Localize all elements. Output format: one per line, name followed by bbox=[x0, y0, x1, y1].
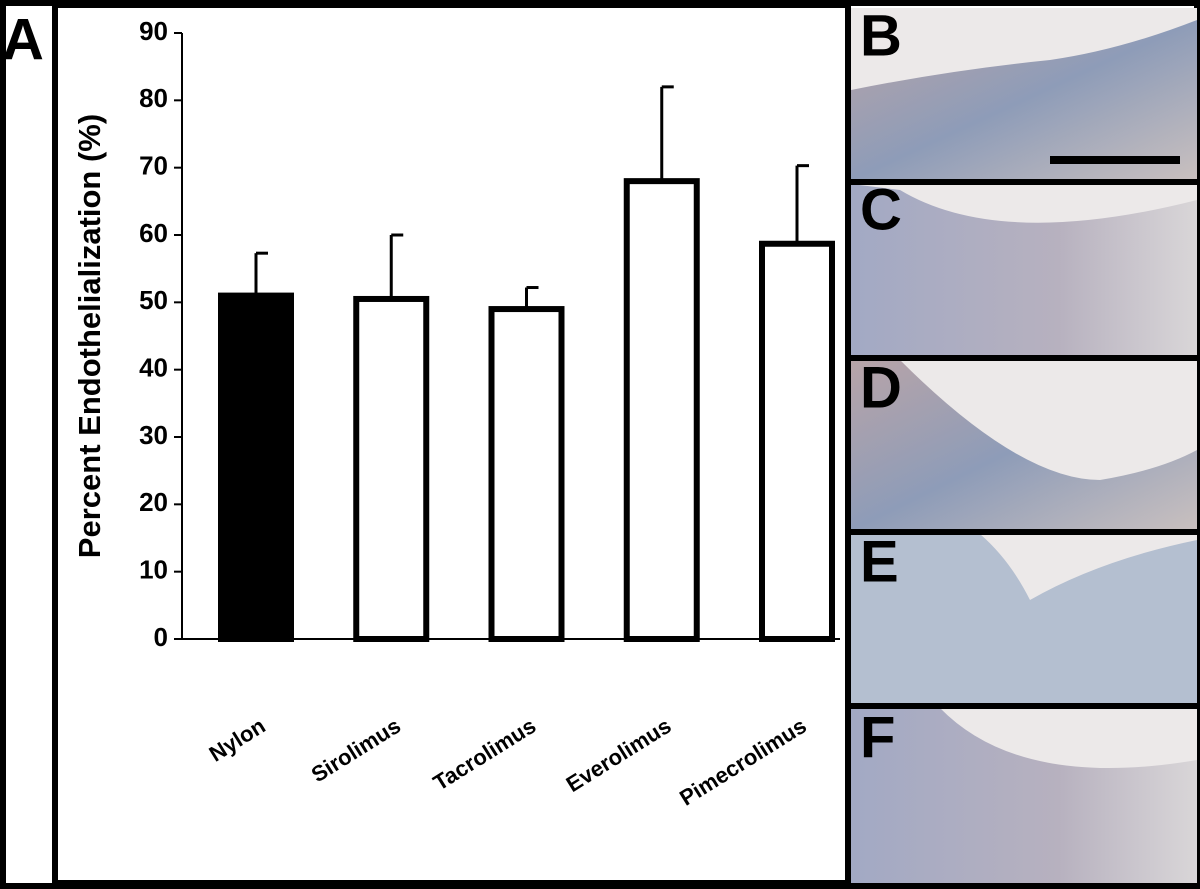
y-tick-label: 80 bbox=[139, 83, 168, 113]
y-tick-label: 40 bbox=[139, 353, 168, 383]
panel-label: F bbox=[860, 705, 895, 770]
y-tick-label: 10 bbox=[139, 555, 168, 585]
lumen-f bbox=[940, 708, 1197, 769]
bar bbox=[488, 306, 565, 642]
bar bbox=[353, 295, 430, 642]
y-tick-label: 20 bbox=[139, 487, 168, 517]
panel-label: B bbox=[860, 3, 902, 68]
y-tick-label: 30 bbox=[139, 420, 168, 450]
panel-label: A bbox=[2, 7, 44, 72]
bar bbox=[218, 292, 294, 642]
micrographs bbox=[848, 8, 1197, 883]
lumen-d bbox=[900, 360, 1197, 480]
lumen-e bbox=[980, 534, 1197, 600]
panel-a-frame bbox=[52, 2, 851, 886]
panel-label: C bbox=[860, 177, 902, 242]
bar bbox=[759, 240, 835, 642]
y-tick-label: 50 bbox=[139, 285, 168, 315]
y-tick-label: 0 bbox=[154, 622, 168, 652]
lumen-c bbox=[851, 184, 1197, 223]
bar bbox=[623, 178, 700, 642]
y-tick-label: 60 bbox=[139, 218, 168, 248]
y-tick-label: 70 bbox=[139, 151, 168, 181]
y-tick-label: 90 bbox=[139, 16, 168, 46]
y-axis-label: Percent Endothelialization (%) bbox=[72, 114, 107, 558]
panel-label: E bbox=[860, 529, 899, 594]
panel-label: D bbox=[860, 355, 902, 420]
tissue-b bbox=[851, 20, 1197, 180]
